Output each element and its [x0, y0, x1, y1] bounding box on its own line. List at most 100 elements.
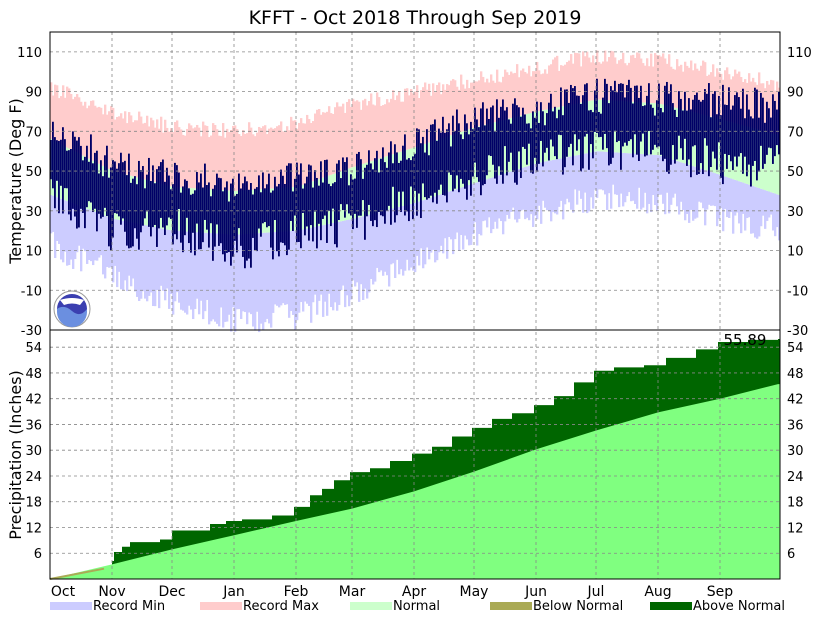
record-max-bar [242, 130, 245, 191]
record-min-bar [206, 232, 209, 300]
record-max-bar [80, 101, 83, 155]
record-max-bar [604, 50, 607, 101]
record-min-bar [314, 226, 317, 295]
record-min-bar [310, 227, 313, 323]
record-max-bar [442, 84, 445, 138]
record-max-bar [396, 95, 399, 153]
record-max-bar [114, 119, 117, 172]
observed-range-bar [134, 176, 136, 229]
record-max-bar [618, 60, 621, 101]
month-tick-label: May [460, 584, 489, 600]
record-min-bar [566, 157, 569, 199]
observed-range-bar [364, 167, 366, 240]
record-min-bar [290, 231, 293, 312]
observed-range-bar [98, 173, 100, 214]
record-max-bar [448, 85, 451, 136]
observed-range-bar [100, 160, 102, 219]
record-min-bar [72, 203, 75, 269]
precip-tick-label-left: 6 [34, 547, 42, 562]
record-max-bar [568, 60, 571, 106]
record-min-bar [508, 172, 511, 219]
observed-range-bar [50, 139, 52, 180]
observed-range-bar [690, 109, 692, 178]
record-max-bar [182, 134, 185, 188]
record-max-bar [580, 66, 583, 103]
precipitation-panel: 6 6 12 12 18 18 24 24 30 30 36 36 42 42 48 48 54 54 [25, 339, 804, 580]
record-max-bar [270, 127, 273, 189]
record-max-bar [322, 112, 325, 178]
record-max-bar [592, 55, 595, 101]
record-max-bar [264, 125, 267, 190]
observed-range-bar [576, 95, 578, 151]
observed-range-bar [280, 169, 282, 243]
precip-tick-label-right: 18 [787, 496, 804, 511]
record-min-bar [260, 232, 263, 324]
observed-range-bar [728, 87, 730, 156]
record-max-bar [646, 58, 649, 103]
observed-range-bar [496, 99, 498, 184]
record-min-bar [648, 154, 651, 204]
record-max-bar [496, 69, 499, 122]
observed-range-bar [108, 177, 110, 247]
precip-tick-label-right: 36 [787, 418, 804, 433]
record-min-bar [740, 181, 743, 234]
record-max-bar [524, 71, 527, 115]
record-max-bar [314, 113, 317, 181]
record-max-bar [88, 105, 91, 159]
record-min-bar [560, 158, 563, 201]
observed-range-bar [460, 134, 462, 179]
record-min-bar [436, 195, 439, 261]
record-max-bar [190, 125, 193, 189]
observed-range-bar [718, 95, 720, 143]
record-min-bar [618, 152, 621, 208]
observed-range-bar [510, 123, 512, 153]
observed-range-bar [472, 129, 474, 177]
record-max-bar [466, 79, 469, 131]
record-min-bar [476, 182, 479, 246]
record-max-bar [260, 128, 263, 190]
record-max-bar [126, 123, 129, 175]
record-min-bar [716, 173, 719, 227]
record-max-bar [144, 122, 147, 180]
observed-range-bar [296, 162, 298, 243]
record-min-bar [462, 186, 465, 250]
observed-range-bar [334, 182, 336, 245]
record-max-bar [636, 52, 639, 103]
observed-range-bar [166, 167, 168, 226]
observed-range-bar [78, 137, 80, 228]
record-min-bar [526, 166, 529, 218]
observed-range-bar [430, 124, 432, 196]
record-min-bar [354, 218, 357, 287]
record-min-bar [536, 163, 539, 220]
record-min-bar [368, 214, 371, 293]
observed-range-bar [212, 188, 214, 261]
record-max-bar [360, 109, 363, 165]
observed-range-bar [672, 103, 674, 146]
record-max-bar [422, 87, 425, 145]
record-min-bar [286, 231, 289, 305]
precip-tick-label-left: 36 [25, 418, 42, 433]
observed-range-bar [656, 100, 658, 148]
record-min-bar [456, 188, 459, 233]
observed-range-bar [722, 84, 724, 185]
observed-range-bar [502, 99, 504, 184]
record-max-bar [520, 70, 523, 116]
record-min-bar [520, 168, 523, 211]
record-max-bar [556, 55, 559, 108]
record-min-bar [370, 214, 373, 279]
record-max-bar [122, 118, 125, 174]
record-max-bar [350, 106, 353, 168]
observed-range-bar [314, 170, 316, 212]
record-max-bar [608, 57, 611, 101]
record-max-bar [594, 63, 597, 100]
record-max-bar [236, 129, 239, 191]
observed-range-bar [200, 173, 202, 250]
record-max-bar [308, 119, 311, 183]
observed-range-bar [550, 93, 552, 140]
record-min-bar [652, 154, 655, 196]
record-min-bar [88, 209, 91, 260]
record-max-bar [200, 136, 203, 189]
record-min-bar [760, 188, 763, 227]
record-min-bar [698, 167, 701, 202]
record-max-bar [548, 65, 551, 110]
